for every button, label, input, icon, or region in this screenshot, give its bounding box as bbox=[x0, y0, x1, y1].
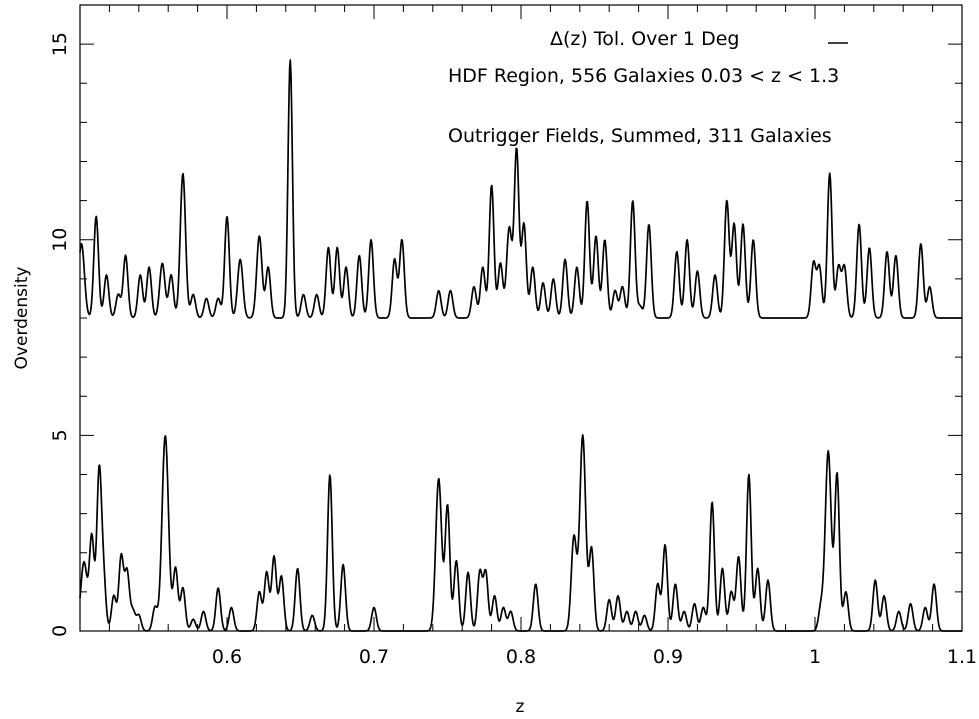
x-axis-label: z bbox=[516, 697, 525, 717]
annotation-hdf-region: HDF Region, 556 Galaxies 0.03 < z < 1.3 bbox=[448, 65, 839, 87]
y-tick-label: 0 bbox=[49, 625, 71, 637]
x-tick-label: 0.9 bbox=[653, 646, 683, 668]
series-line-hdf-region bbox=[79, 59, 963, 319]
annotation-outrigger-fields: Outrigger Fields, Summed, 311 Galaxies bbox=[448, 125, 832, 147]
y-tick-label: 15 bbox=[49, 32, 71, 56]
annotation-tolerance: Δ(z) Tol. Over 1 Deg bbox=[550, 28, 739, 50]
x-tick-label: 1 bbox=[809, 646, 821, 668]
x-tick-label: 0.7 bbox=[359, 646, 389, 668]
y-tick-label: 5 bbox=[49, 429, 71, 441]
plot-border bbox=[79, 4, 963, 632]
tick-labels: 0.6 0.7 0.8 0.9 1 1.1 0 5 10 15 bbox=[49, 32, 977, 668]
series-line-outrigger-fields bbox=[79, 434, 963, 632]
series-group bbox=[79, 59, 963, 632]
y-tick-label: 10 bbox=[49, 228, 71, 252]
tick-marks bbox=[79, 4, 963, 632]
plot-frame bbox=[79, 4, 963, 632]
x-tick-label: 0.8 bbox=[506, 646, 536, 668]
y-axis-label: Overdensity bbox=[12, 267, 32, 370]
x-tick-label: 1.1 bbox=[947, 646, 977, 668]
x-tick-label: 0.6 bbox=[212, 646, 242, 668]
